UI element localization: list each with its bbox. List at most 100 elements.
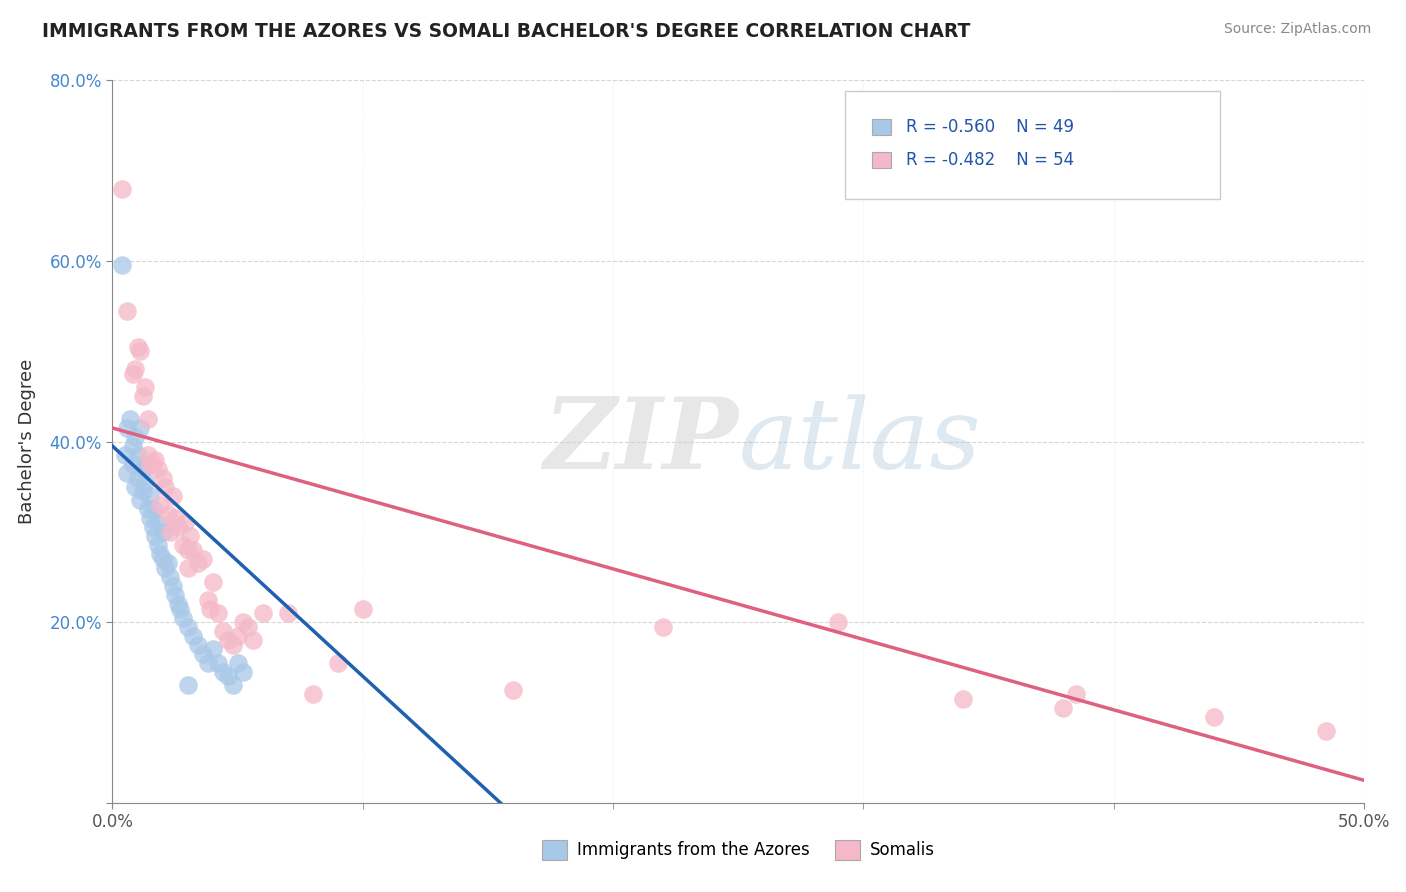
Point: [129, 493, 152, 508]
Point: [176, 678, 198, 692]
Point: [131, 389, 153, 403]
Point: [652, 620, 675, 634]
Point: [159, 570, 181, 584]
Point: [134, 475, 156, 490]
Point: [169, 601, 191, 615]
Point: [162, 579, 184, 593]
Point: [136, 412, 159, 426]
Point: [207, 656, 229, 670]
Text: Source: ZipAtlas.com: Source: ZipAtlas.com: [1223, 22, 1371, 37]
Legend: Immigrants from the Azores, Somalis: Immigrants from the Azores, Somalis: [536, 833, 941, 867]
Point: [226, 629, 249, 643]
Point: [117, 466, 139, 480]
Point: [179, 529, 201, 543]
Point: [134, 457, 156, 471]
Point: [172, 538, 194, 552]
Point: [152, 471, 174, 485]
Point: [127, 471, 149, 485]
Point: [111, 182, 134, 196]
Text: R = -0.560    N = 49: R = -0.560 N = 49: [907, 119, 1074, 136]
Point: [121, 367, 143, 381]
Point: [163, 588, 186, 602]
Point: [117, 303, 139, 318]
Point: [166, 520, 188, 534]
Point: [207, 606, 229, 620]
Point: [242, 633, 264, 648]
Point: [191, 552, 214, 566]
Point: [146, 461, 169, 475]
Point: [201, 642, 224, 657]
Point: [162, 489, 184, 503]
Point: [149, 548, 172, 562]
Point: [277, 606, 299, 620]
Point: [143, 529, 166, 543]
Point: [952, 692, 974, 706]
Point: [1064, 687, 1087, 701]
Point: [187, 638, 209, 652]
Point: [153, 561, 176, 575]
Point: [141, 520, 163, 534]
Point: [226, 656, 249, 670]
Point: [149, 498, 172, 512]
Point: [211, 665, 233, 679]
Point: [146, 538, 169, 552]
Point: [121, 439, 143, 453]
Point: [139, 511, 162, 525]
Point: [1202, 710, 1225, 724]
Point: [118, 412, 141, 426]
Point: [827, 615, 849, 630]
Point: [181, 542, 204, 557]
Point: [181, 629, 204, 643]
Point: [127, 448, 149, 462]
Point: [326, 656, 349, 670]
Point: [131, 484, 153, 499]
FancyBboxPatch shape: [872, 120, 891, 136]
Point: [156, 507, 179, 521]
Point: [127, 340, 149, 354]
Point: [152, 524, 174, 539]
Point: [232, 665, 254, 679]
Point: [252, 606, 274, 620]
Point: [159, 524, 181, 539]
Text: ZIP: ZIP: [543, 393, 738, 490]
Point: [197, 592, 219, 607]
Point: [136, 502, 159, 516]
Point: [153, 480, 176, 494]
Point: [141, 502, 163, 516]
Point: [114, 448, 136, 462]
Point: [156, 557, 179, 571]
FancyBboxPatch shape: [872, 152, 891, 168]
Point: [1052, 701, 1074, 715]
Point: [152, 552, 174, 566]
Point: [166, 597, 188, 611]
Text: R = -0.482    N = 54: R = -0.482 N = 54: [907, 151, 1074, 169]
Point: [146, 516, 169, 530]
Point: [139, 457, 162, 471]
Text: IMMIGRANTS FROM THE AZORES VS SOMALI BACHELOR'S DEGREE CORRELATION CHART: IMMIGRANTS FROM THE AZORES VS SOMALI BAC…: [42, 22, 970, 41]
Point: [502, 682, 524, 697]
Point: [129, 421, 152, 435]
Point: [124, 430, 146, 444]
Point: [232, 615, 254, 630]
Point: [198, 601, 221, 615]
Point: [176, 620, 198, 634]
Point: [121, 457, 143, 471]
Point: [197, 656, 219, 670]
Point: [1315, 723, 1337, 738]
Point: [211, 624, 233, 639]
Point: [172, 610, 194, 624]
Point: [217, 669, 239, 683]
Point: [187, 557, 209, 571]
Point: [131, 461, 153, 475]
Point: [191, 647, 214, 661]
FancyBboxPatch shape: [845, 91, 1220, 200]
Point: [136, 448, 159, 462]
Y-axis label: Bachelor's Degree: Bachelor's Degree: [18, 359, 35, 524]
Point: [236, 620, 259, 634]
Point: [163, 511, 186, 525]
Point: [301, 687, 323, 701]
Point: [174, 516, 197, 530]
Point: [221, 678, 243, 692]
Point: [139, 489, 162, 503]
Point: [117, 421, 139, 435]
